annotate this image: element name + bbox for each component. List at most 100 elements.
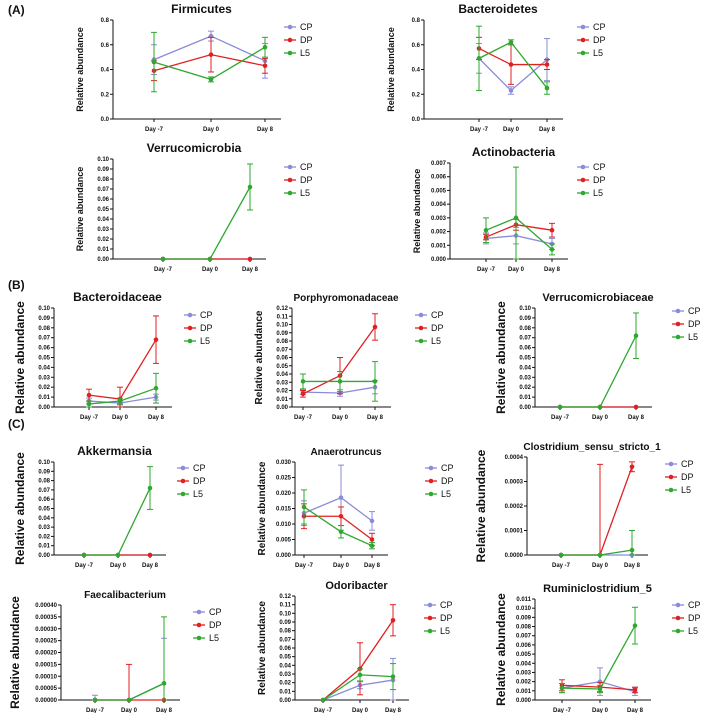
legend-label-cp: CP	[431, 310, 444, 320]
chart-porphyromonadaceae: Porphyromonadaceae Relative abundance 0.00…	[254, 293, 444, 421]
y-tick-label: 0.06	[38, 346, 50, 352]
data-point-l5	[597, 552, 603, 558]
legend-label-dp: DP	[440, 613, 453, 623]
x-tick-label: Day -7	[145, 127, 164, 133]
series-line-l5	[163, 186, 251, 260]
y-tick-label: 0.06	[276, 356, 288, 362]
x-tick-label: Day -7	[477, 267, 496, 273]
data-point-l5	[357, 672, 363, 678]
legend-label-l5: L5	[441, 489, 451, 499]
legend-label-cp: CP	[200, 310, 213, 320]
chart-verrucomicrobiaceae: Verrucomicrobiaceae Relative abundance 0.0…	[494, 292, 701, 421]
legend-label-l5: L5	[593, 188, 603, 198]
x-tick-label: Day -7	[295, 563, 314, 569]
y-tick-label: 0.0004	[505, 455, 524, 461]
data-point-cp	[369, 518, 375, 524]
legend-marker-cp	[287, 164, 293, 170]
x-tick-label: Day 0	[592, 563, 609, 569]
y-tick-label: 0.8	[412, 18, 421, 24]
y-tick-label: 0.0003	[505, 480, 524, 486]
series-line-dp	[561, 466, 633, 556]
y-tick-label: 0.008	[516, 625, 532, 631]
data-point-l5	[337, 379, 343, 384]
legend-label-l5: L5	[200, 336, 210, 346]
y-tick-label: 0.07	[279, 637, 291, 643]
legend-label-cp: CP	[300, 162, 313, 172]
data-point-dp	[390, 617, 396, 623]
data-point-l5	[338, 529, 344, 535]
y-tick-label: 0.03	[279, 672, 291, 678]
legend-label-l5: L5	[688, 332, 698, 342]
y-axis-label: Relative abundance	[8, 596, 22, 709]
legend-marker-dp	[580, 177, 586, 183]
data-point-l5	[161, 681, 167, 686]
chart-firmicutes: Firmicutes Relative abundance 0.0 0.2 0.4 0.6…	[75, 2, 313, 133]
legend-marker-cp	[187, 312, 193, 318]
y-tick-label: 0.08	[519, 326, 531, 332]
chart-title: Faecalibacterium	[84, 590, 166, 601]
data-point-l5	[320, 697, 326, 703]
data-point-dp	[508, 62, 514, 67]
legend-marker-dp	[580, 37, 586, 43]
y-tick-label: 0.01	[276, 397, 288, 403]
data-point-l5	[300, 379, 306, 384]
data-point-l5	[544, 85, 550, 91]
y-tick-label: 0.01	[519, 395, 531, 401]
data-point-l5	[117, 398, 123, 404]
legend-marker-dp	[287, 177, 293, 183]
y-tick-label: 0.005	[431, 188, 447, 194]
x-tick-label: Day 0	[592, 708, 609, 713]
y-tick-label: 0.6	[412, 43, 421, 49]
section-label-a: (A)	[8, 3, 25, 17]
x-tick-label: Day 8	[148, 415, 165, 421]
y-axis-label: Relative abundance	[386, 27, 396, 112]
legend-marker-l5	[196, 635, 202, 641]
data-point-dp	[300, 391, 306, 397]
y-tick-label: 0.00015	[35, 662, 57, 668]
data-point-l5	[632, 623, 638, 628]
data-point-l5	[301, 504, 307, 510]
y-tick-label: 0.0002	[505, 504, 524, 510]
y-tick-label: 0.04	[38, 365, 50, 371]
x-tick-label: Day 8	[544, 267, 561, 273]
x-tick-label: Day 0	[202, 267, 219, 273]
y-tick-label: 0.011	[516, 597, 531, 603]
y-tick-label: 0.07	[276, 347, 288, 353]
legend-marker-l5	[287, 190, 293, 196]
y-tick-label: 0.08	[279, 629, 291, 635]
data-point-l5	[559, 685, 565, 691]
y-axis-label: Relative abundance	[257, 461, 268, 555]
legend-marker-l5	[580, 50, 586, 56]
legend-marker-l5	[187, 338, 193, 344]
y-tick-label: 0.04	[276, 372, 288, 378]
chart-odoribacter: Odoribacter Relative abundance 0.00 0.01 0.0…	[257, 580, 453, 713]
legend-label-cp: CP	[300, 22, 313, 32]
section-label-b: (B)	[8, 278, 25, 292]
y-tick-label: 0.2	[101, 92, 110, 98]
chart-title: Odoribacter	[325, 580, 388, 592]
y-tick-label: 0.0	[412, 117, 421, 123]
y-tick-label: 0.12	[279, 594, 291, 600]
y-tick-label: 0.07	[519, 336, 531, 342]
y-tick-label: 0.03	[38, 525, 50, 531]
legend-marker-l5	[668, 487, 674, 493]
y-tick-label: 0.004	[516, 661, 532, 667]
legend-marker-cp	[427, 602, 433, 608]
legend-marker-cp	[428, 465, 434, 471]
legend-marker-l5	[675, 628, 681, 634]
legend-label-dp: DP	[193, 476, 206, 486]
data-point-dp	[632, 687, 638, 693]
y-tick-label: 0.10	[97, 157, 109, 163]
y-tick-label: 0.00000	[35, 698, 57, 704]
y-tick-label: 0.01	[38, 544, 50, 550]
y-tick-label: 0.002	[516, 680, 532, 686]
x-tick-label: Day 0	[592, 415, 609, 421]
y-axis-label: Relative abundance	[254, 310, 265, 404]
y-tick-label: 0.04	[519, 365, 531, 371]
y-tick-label: 0.05	[38, 356, 50, 362]
chart-title: Verrucomicrobiaceae	[542, 292, 653, 304]
y-tick-label: 0.09	[519, 316, 531, 322]
y-tick-label: 0.000	[516, 698, 532, 704]
legend-marker-cp	[580, 164, 586, 170]
data-point-l5	[86, 401, 92, 407]
